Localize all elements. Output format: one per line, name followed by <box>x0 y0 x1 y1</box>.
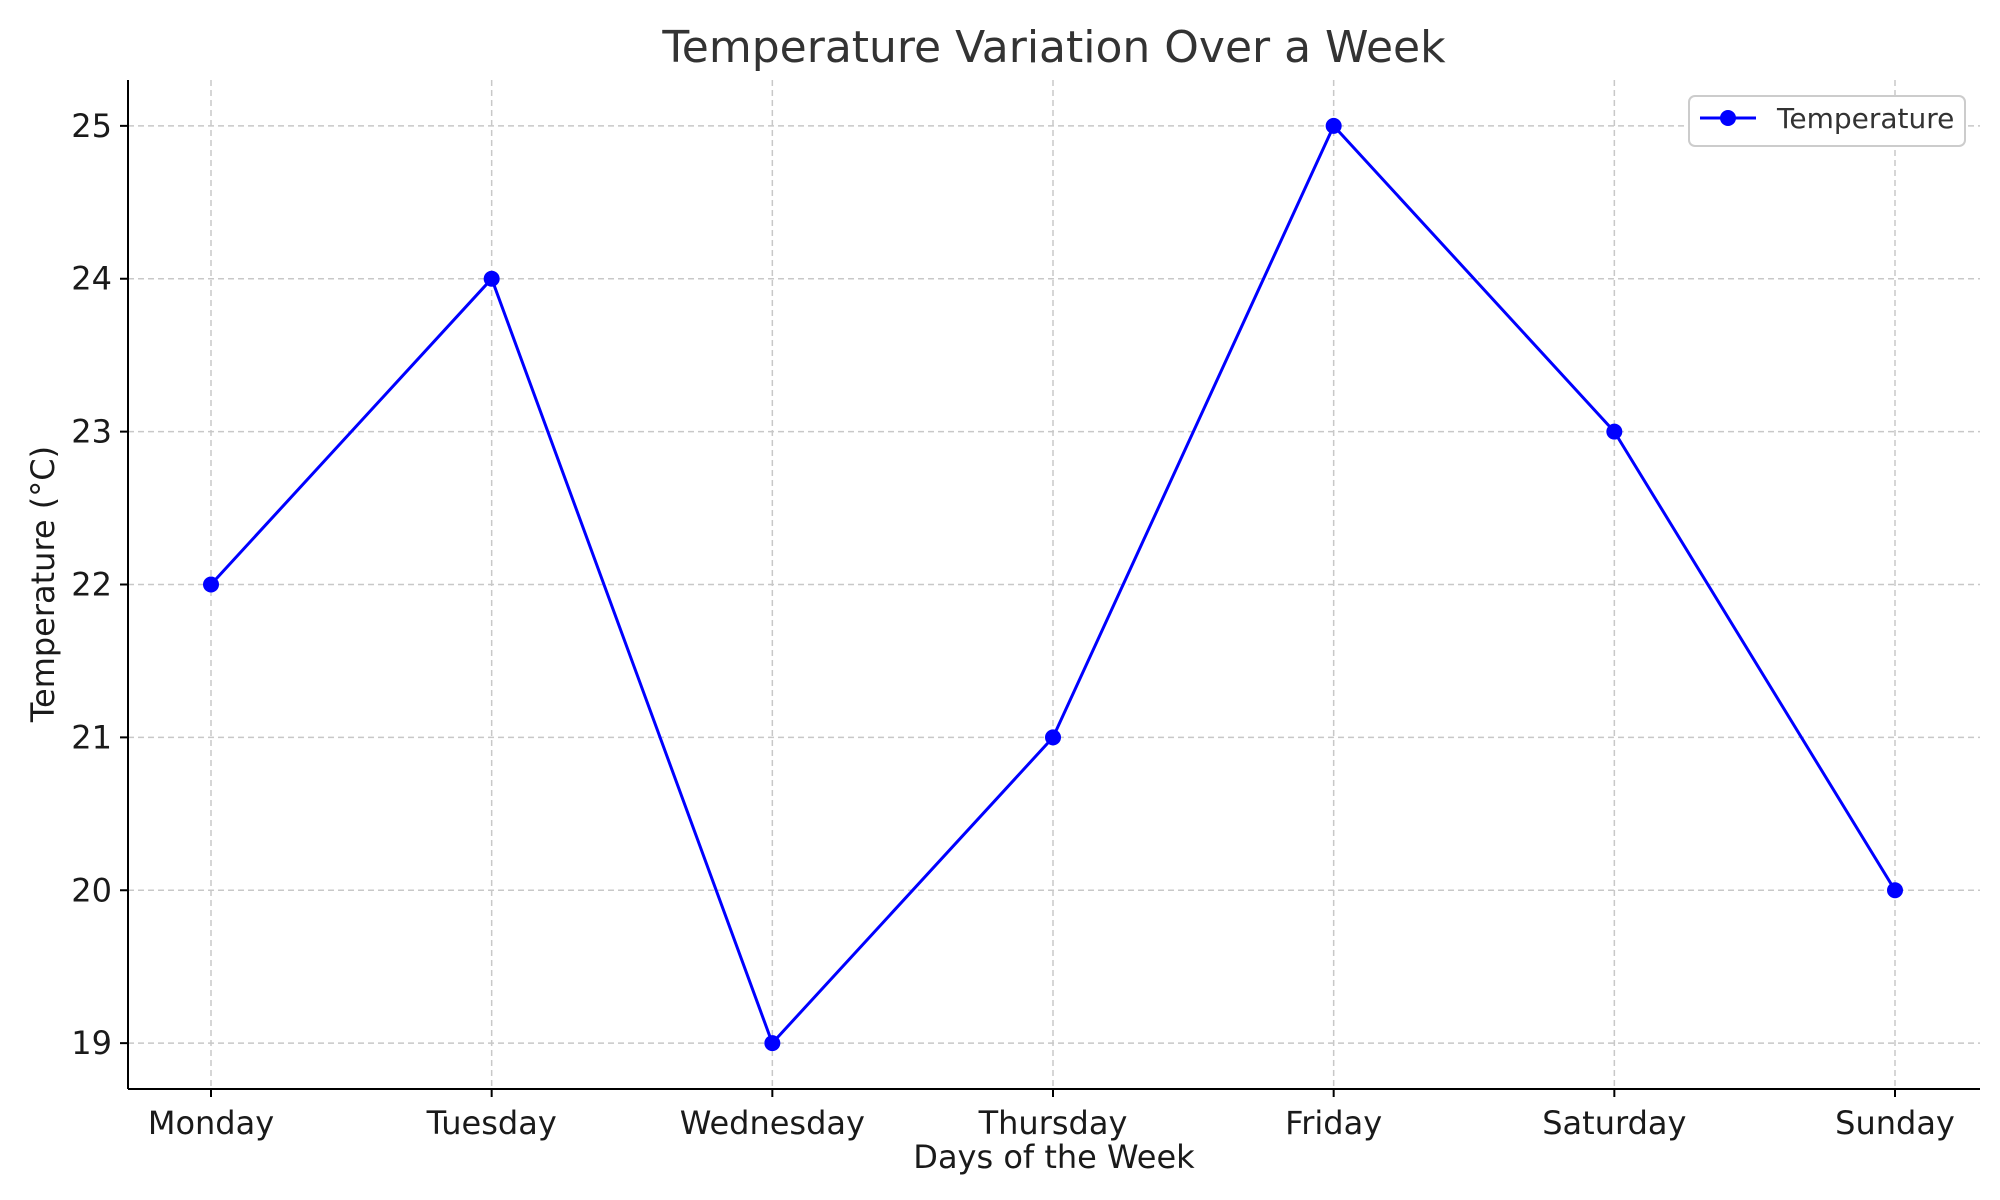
x-tick-label: Sunday <box>1835 1104 1955 1142</box>
y-tick-label: 23 <box>71 413 112 451</box>
y-tick-label: 24 <box>71 260 112 298</box>
y-tick-label: 21 <box>71 718 112 756</box>
x-axis-label: Days of the Week <box>913 1138 1195 1176</box>
data-point-sunday <box>1887 882 1903 899</box>
y-tick-label: 25 <box>71 107 112 145</box>
x-tick-label: Saturday <box>1542 1104 1686 1142</box>
data-point-thursday <box>1045 729 1061 746</box>
x-tick-label: Thursday <box>978 1104 1128 1142</box>
y-tick-label: 22 <box>71 566 112 604</box>
x-tick-label: Tuesday <box>426 1104 557 1142</box>
x-ticks: Monday Tuesday Wednesday Thursday Friday Satu… <box>148 1089 1955 1142</box>
legend-marker-swatch <box>1720 110 1736 126</box>
data-point-saturday <box>1606 423 1623 440</box>
y-tick-label: 20 <box>71 871 112 909</box>
y-axis-label: Temperature (°C) <box>24 446 62 723</box>
data-point-tuesday <box>483 270 500 287</box>
data-point-monday <box>203 576 219 593</box>
legend: Temperature <box>1688 95 1966 147</box>
x-tick-label: Wednesday <box>680 1104 865 1142</box>
legend-box <box>1688 95 1966 147</box>
x-tick-label: Monday <box>148 1104 274 1142</box>
grid <box>128 80 1980 1089</box>
y-ticks: 19 20 21 22 23 24 25 <box>71 107 128 1062</box>
chart-title: Temperature Variation Over a Week <box>661 22 1446 73</box>
series <box>203 117 1903 1052</box>
data-point-wednesday <box>764 1035 781 1052</box>
y-tick-label: 19 <box>71 1024 112 1062</box>
x-tick-label: Friday <box>1285 1104 1382 1142</box>
legend-label: Temperature <box>1776 102 1954 135</box>
data-point-friday <box>1325 117 1342 134</box>
